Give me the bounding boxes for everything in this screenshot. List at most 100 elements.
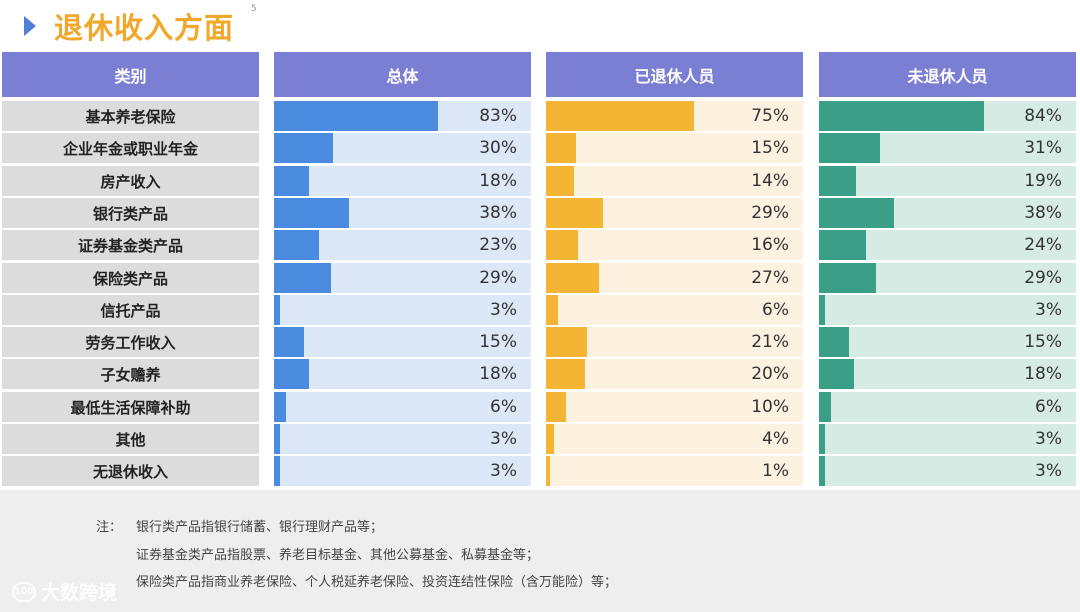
retired-value-label: 21%	[751, 332, 789, 352]
category-label: 最低生活保障补助	[2, 392, 259, 422]
overall-bar	[274, 263, 331, 293]
overall-value-label: 3%	[490, 429, 517, 449]
page-title: 退休收入方面	[54, 11, 235, 45]
not-retired-bar	[819, 101, 984, 131]
retired-value-label: 20%	[751, 364, 789, 384]
not-retired-bar	[819, 359, 854, 389]
not-retired-bar-track: 38%	[819, 198, 1076, 228]
not-retired-bar	[819, 166, 856, 196]
retired-bar	[546, 263, 599, 293]
overall-value-label: 30%	[479, 138, 517, 158]
not-retired-bar	[819, 424, 825, 454]
overall-value-label: 38%	[479, 203, 517, 223]
overall-bar-track: 18%	[274, 359, 531, 389]
not-retired-bar-track: 3%	[819, 295, 1076, 325]
overall-bar	[274, 101, 438, 131]
category-label: 证券基金类产品	[2, 230, 259, 260]
not-retired-bar	[819, 392, 831, 422]
retired-value-label: 4%	[762, 429, 789, 449]
retired-bar	[546, 392, 566, 422]
overall-bar-track: 6%	[274, 392, 531, 422]
note-line-2: 证券基金类产品指股票、养老目标基金、其他公募基金、私募基金等；	[136, 548, 540, 563]
retired-value-label: 16%	[751, 235, 789, 255]
retired-bar	[546, 198, 603, 228]
note-line-3: 保险类产品指商业养老保险、个人税延养老保险、投资连结性保险（含万能险）等；	[136, 575, 618, 590]
not-retired-bar-track: 84%	[819, 101, 1076, 131]
retired-bar-track: 21%	[546, 327, 803, 357]
retired-bar-track: 15%	[546, 133, 803, 163]
overall-bar-track: 38%	[274, 198, 531, 228]
not-retired-bar	[819, 133, 880, 163]
header-not-retired: 未退休人员	[819, 52, 1076, 97]
not-retired-value-label: 3%	[1035, 429, 1062, 449]
retired-bar-track: 1%	[546, 456, 803, 486]
watermark-logo: 100 大数跨境	[12, 578, 117, 605]
overall-bar	[274, 456, 280, 486]
not-retired-value-label: 3%	[1035, 461, 1062, 481]
not-retired-value-label: 84%	[1024, 106, 1062, 126]
retired-bar-track: 29%	[546, 198, 803, 228]
retired-value-label: 10%	[751, 397, 789, 417]
not-retired-value-label: 6%	[1035, 397, 1062, 417]
logo-icon: 100	[12, 581, 36, 602]
retired-bar	[546, 295, 558, 325]
not-retired-value-label: 15%	[1024, 332, 1062, 352]
header-overall: 总体	[274, 52, 531, 97]
overall-value-label: 18%	[479, 171, 517, 191]
category-label: 信托产品	[2, 295, 259, 325]
note-line-1: 银行类产品指银行储蓄、银行理财产品等；	[136, 520, 384, 535]
retired-bar	[546, 327, 587, 357]
overall-bar	[274, 295, 280, 325]
not-retired-bar	[819, 198, 894, 228]
header-category: 类别	[2, 52, 259, 97]
page-title-wrap: 退休收入方面	[24, 4, 234, 48]
not-retired-bar-track: 31%	[819, 133, 1076, 163]
category-label: 其他	[2, 424, 259, 454]
category-label: 银行类产品	[2, 198, 259, 228]
overall-value-label: 29%	[479, 268, 517, 288]
retired-value-label: 27%	[751, 268, 789, 288]
category-label: 子女赡养	[2, 359, 259, 389]
not-retired-bar-track: 15%	[819, 327, 1076, 357]
retired-bar-track: 4%	[546, 424, 803, 454]
overall-bar-track: 30%	[274, 133, 531, 163]
retired-bar	[546, 230, 578, 260]
watermark-text: 大数跨境	[41, 582, 118, 604]
not-retired-value-label: 38%	[1024, 203, 1062, 223]
overall-bar	[274, 359, 309, 389]
overall-bar-track: 23%	[274, 230, 531, 260]
category-label: 房产收入	[2, 166, 259, 196]
retired-value-label: 14%	[751, 171, 789, 191]
notes-panel: 注： 银行类产品指银行储蓄、银行理财产品等； 证券基金类产品指股票、养老目标基金…	[0, 490, 1080, 612]
overall-bar-track: 83%	[274, 101, 531, 131]
category-label: 劳务工作收入	[2, 327, 259, 357]
overall-value-label: 3%	[490, 461, 517, 481]
overall-bar	[274, 327, 304, 357]
not-retired-bar-track: 19%	[819, 166, 1076, 196]
not-retired-value-label: 31%	[1024, 138, 1062, 158]
retired-bar	[546, 133, 576, 163]
category-label: 基本养老保险	[2, 101, 259, 131]
retired-bar-track: 75%	[546, 101, 803, 131]
overall-bar	[274, 424, 280, 454]
category-label: 无退休收入	[2, 456, 259, 486]
not-retired-bar	[819, 263, 876, 293]
overall-value-label: 15%	[479, 332, 517, 352]
overall-value-label: 3%	[490, 300, 517, 320]
not-retired-value-label: 19%	[1024, 171, 1062, 191]
overall-bar-track: 29%	[274, 263, 531, 293]
not-retired-bar-track: 24%	[819, 230, 1076, 260]
overall-value-label: 6%	[490, 397, 517, 417]
retired-bar-track: 6%	[546, 295, 803, 325]
overall-bar	[274, 198, 349, 228]
retired-value-label: 6%	[762, 300, 789, 320]
overall-bar	[274, 392, 286, 422]
not-retired-bar-track: 6%	[819, 392, 1076, 422]
overall-bar-track: 3%	[274, 295, 531, 325]
not-retired-value-label: 24%	[1024, 235, 1062, 255]
header-retired: 已退休人员	[546, 52, 803, 97]
retired-value-label: 75%	[751, 106, 789, 126]
overall-bar-track: 15%	[274, 327, 531, 357]
retired-bar	[546, 359, 585, 389]
retired-bar	[546, 101, 694, 131]
